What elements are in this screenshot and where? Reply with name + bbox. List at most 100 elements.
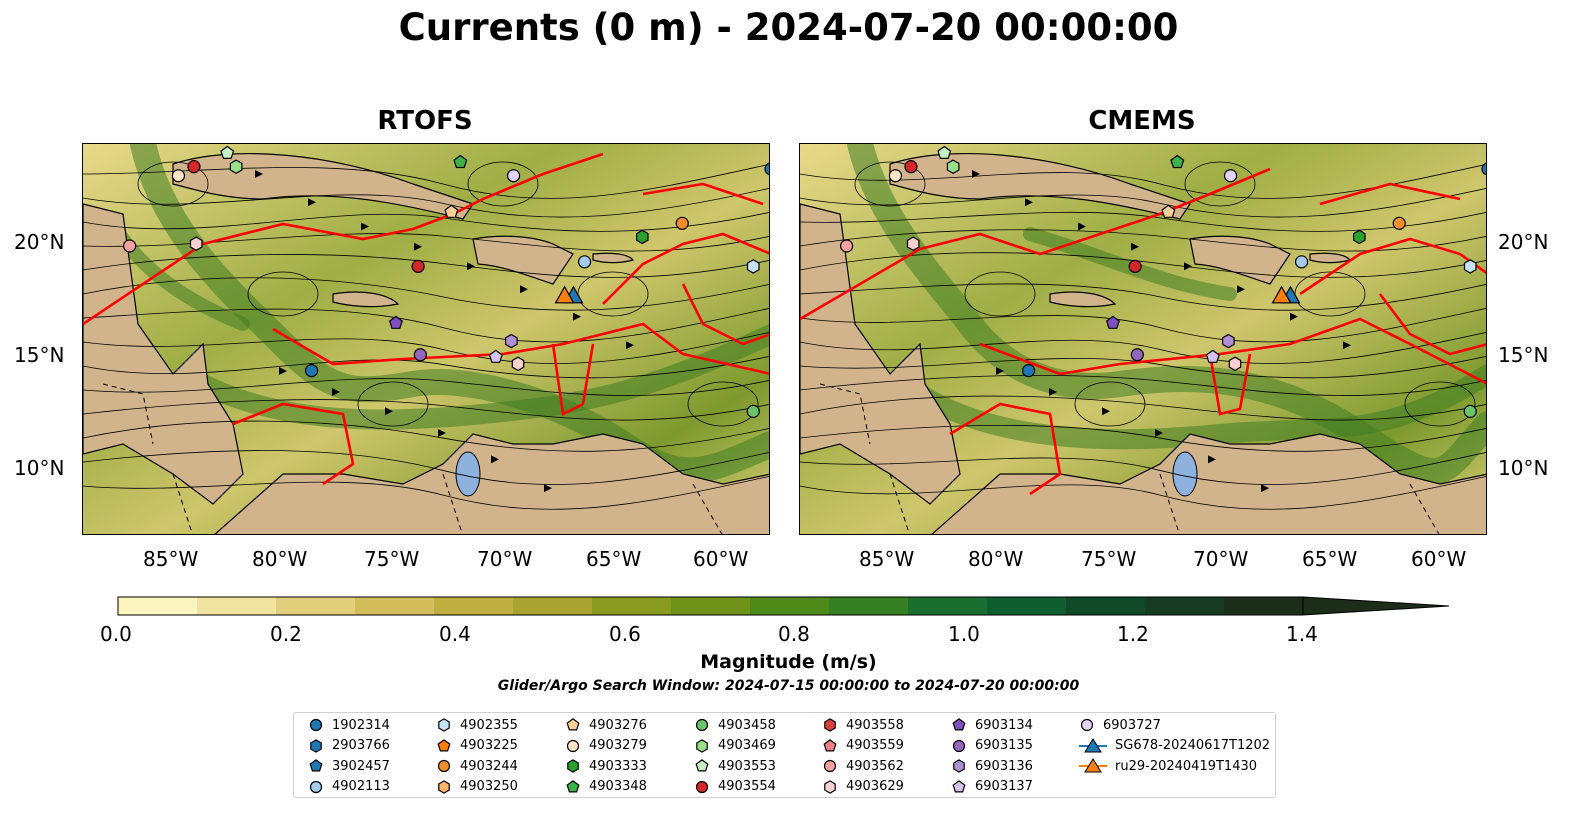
colorbar-segment: [750, 597, 830, 615]
float-marker-4903348: [453, 154, 468, 169]
float-marker-4903458: [746, 404, 760, 418]
legend-marker-icon: [437, 759, 451, 773]
land-mass: [592, 252, 635, 264]
float-marker-1902314: [304, 363, 319, 378]
float-marker-4903348: [1170, 154, 1185, 169]
current-jet: [193, 324, 769, 430]
legend-label: 6903136: [975, 758, 1033, 774]
float-marker-4903554: [187, 160, 201, 174]
current-jet: [910, 364, 1486, 450]
colorbar-extend-arrow: [1302, 596, 1450, 616]
land-borders: [102, 383, 723, 534]
legend-label: 4903558: [846, 717, 904, 733]
legend-marker-icon: [696, 738, 708, 753]
float-marker-6903727: [506, 169, 521, 183]
legend-item-4903333: 4903333: [565, 757, 647, 775]
float-marker-4903244: [675, 216, 689, 230]
colorbar-tick-6: 1.2: [1117, 622, 1149, 646]
legend-item-4903276: 4903276: [565, 716, 647, 734]
legend-label: 6903727: [1103, 717, 1161, 733]
colorbar-segment: [1066, 597, 1146, 615]
legend-item-4903562: 4903562: [822, 757, 904, 775]
legend-item-3902457: 3902457: [308, 757, 390, 775]
legend-label: 4903559: [846, 738, 904, 753]
float-marker-4903244: [1392, 216, 1406, 230]
streamlines: [800, 161, 1486, 510]
colorbar-segment: [1145, 597, 1225, 615]
legend-marker-icon: [310, 738, 322, 753]
float-marker-6903136: [1222, 333, 1235, 349]
lon-tick-75w-right: 75°W: [1081, 547, 1137, 571]
land-mass: [214, 433, 769, 534]
colorbar-label: Magnitude (m/s): [700, 651, 877, 673]
search-window-text: Glider/Argo Search Window: 2024-07-15 00…: [497, 678, 1080, 694]
colorbar-segment: [987, 597, 1067, 615]
lake: [455, 451, 481, 497]
lake: [1172, 451, 1198, 497]
legend-marker-icon: [567, 759, 579, 773]
legend-label: 4902355: [460, 717, 518, 733]
float-marker-4903469: [946, 159, 960, 174]
float-marker-4903554: [1128, 259, 1142, 273]
legend-item-SG678-20240617T1202: SG678-20240617T1202: [1079, 737, 1270, 755]
lon-tick-65w-left: 65°W: [586, 547, 642, 571]
colorbar-frame: [117, 596, 1304, 616]
legend-marker-icon: [953, 759, 965, 773]
current-jet: [847, 144, 1486, 484]
float-marker-4903553: [937, 145, 952, 159]
float-marker-6903137: [488, 349, 503, 363]
colorbar-segment: [829, 597, 909, 615]
float-marker-4903562: [840, 239, 854, 253]
colorbar-tick-0: 0.0: [100, 622, 132, 646]
float-marker-4903279: [171, 169, 186, 183]
land-mass: [931, 433, 1486, 534]
float-marker-1902314: [764, 162, 769, 176]
legend-label: 4903458: [718, 717, 776, 733]
legend-item-6903135: 6903135: [951, 737, 1033, 755]
float-marker-1902314: [1481, 162, 1486, 176]
float-marker-4903629: [511, 356, 525, 372]
float-marker-4903276: [444, 204, 459, 218]
float-marker-4903458: [1463, 404, 1477, 418]
legend-label: 4903250: [460, 779, 518, 794]
lon-tick-60w-right: 60°W: [1411, 547, 1467, 571]
lat-tick-20n-left: 20°N: [14, 230, 65, 254]
land-mass: [889, 153, 1191, 220]
lon-tick-80w-left: 80°W: [252, 547, 308, 571]
land-borders: [819, 383, 1440, 534]
legend-item-4902355: 4902355: [436, 716, 518, 734]
legend-marker-icon: [952, 718, 966, 731]
float-marker-4902113: [1294, 255, 1309, 269]
glider-marker-ru29-20240419T1430: [554, 285, 575, 304]
legend-item-4903244: 4903244: [436, 757, 518, 775]
legend-label: 4903225: [460, 738, 518, 753]
colorbar-segment: [355, 597, 435, 615]
rtofs-map[interactable]: [82, 143, 770, 535]
legend-marker-icon: [952, 779, 966, 792]
legend-item-4903553: 4903553: [694, 757, 776, 775]
float-marker-6903137: [1205, 349, 1220, 363]
colorbar-segment: [434, 597, 514, 615]
legend-marker-icon: [695, 759, 709, 772]
legend-label: 6903137: [975, 779, 1033, 794]
colorbar-segment: [197, 597, 277, 615]
lat-tick-20n-right: 20°N: [1498, 230, 1549, 254]
float-marker-4903276: [1161, 204, 1176, 218]
float-marker-4903629: [189, 236, 203, 251]
cmems-map[interactable]: [799, 143, 1487, 535]
legend-marker-icon: [695, 718, 709, 732]
float-marker-6903727: [1223, 169, 1238, 183]
legend-item-4902113: 4902113: [308, 778, 390, 796]
legend-label: 4903244: [460, 758, 518, 774]
float-marker-1902314: [1021, 363, 1036, 378]
float-marker-6903134: [1105, 315, 1120, 329]
legend-item-4903250: 4903250: [436, 778, 518, 796]
legend-item-4903559: 4903559: [822, 737, 904, 755]
land-mass: [472, 235, 574, 285]
legend-item-2903766: 2903766: [308, 737, 390, 755]
legend-label: 4903276: [589, 717, 647, 733]
legend-item-4903558: 4903558: [822, 716, 904, 734]
lat-tick-15n-left: 15°N: [14, 343, 65, 367]
legend-label: 4902113: [332, 779, 390, 794]
float-marker-4903554: [904, 160, 918, 174]
